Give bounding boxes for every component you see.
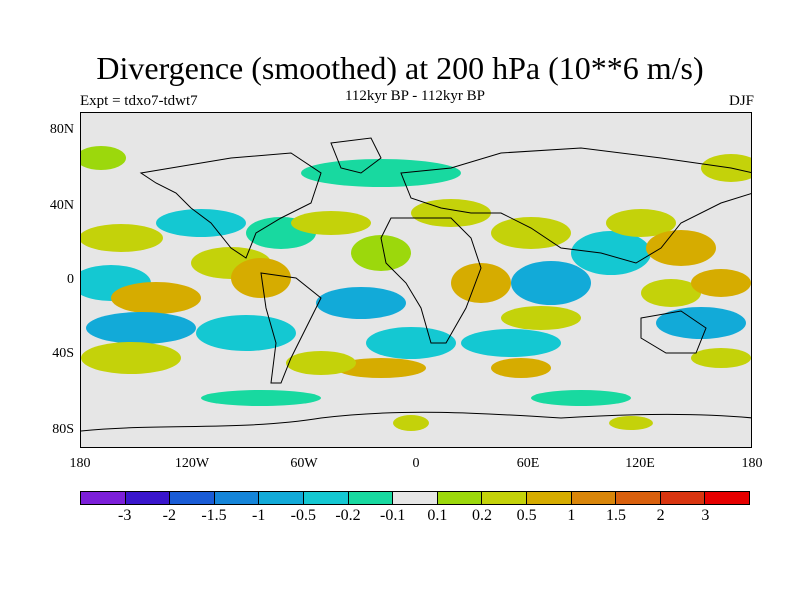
- colorbar-tick-label: -0.1: [379, 507, 406, 524]
- field-blob: [111, 282, 201, 314]
- field-blob: [301, 159, 461, 187]
- colorbar-cell: [393, 492, 438, 504]
- field-blob: [286, 351, 356, 375]
- colorbar-cell: [259, 492, 304, 504]
- lon-label-60w: 60W: [290, 456, 318, 471]
- field-blob: [491, 217, 571, 249]
- colorbar-cell: [303, 492, 349, 504]
- divergence-map: [80, 112, 752, 448]
- field-blob: [646, 230, 716, 266]
- field-blob: [231, 258, 291, 298]
- field-blob: [701, 154, 751, 182]
- field-blob: [641, 279, 701, 307]
- season-label: DJF: [728, 93, 754, 109]
- coast-africa: [380, 217, 482, 344]
- colorbar-cell: [526, 492, 572, 504]
- field-blob: [606, 209, 676, 237]
- colorbar-tick-label: 3: [701, 507, 710, 524]
- field-blob: [656, 307, 746, 339]
- lon-label-120e: 120E: [625, 456, 655, 471]
- colorbar-cell: [81, 492, 126, 504]
- colorbar-cell: [571, 492, 617, 504]
- colorbar-tick-label: 1: [567, 507, 576, 524]
- field-blob: [609, 416, 653, 430]
- lat-label-40s: 40S: [52, 346, 74, 361]
- field-blob: [201, 390, 321, 406]
- colorbar-tick-label: 1.5: [606, 507, 626, 524]
- lon-label-60e: 60E: [516, 456, 540, 471]
- field-blob: [691, 348, 751, 368]
- field-blob: [81, 146, 126, 170]
- field-blob: [81, 224, 163, 252]
- map-field: [81, 137, 751, 432]
- coast-australia: [640, 310, 707, 354]
- field-blob: [501, 306, 581, 330]
- colorbar-tick-label: 2: [656, 507, 665, 524]
- coastlines: [81, 137, 751, 432]
- field-blob: [366, 327, 456, 359]
- field-blob: [336, 358, 426, 378]
- lat-label-0: 0: [67, 272, 74, 287]
- field-blob: [451, 263, 511, 303]
- experiment-label: Expt = tdxo7-tdwt7: [80, 93, 198, 109]
- field-blob: [691, 269, 751, 297]
- colorbar-cell: [170, 492, 215, 504]
- colorbar-tick-label: 0.1: [427, 507, 448, 524]
- colorbar-tick-label: -1.5: [201, 507, 227, 524]
- colorbar-cell: [437, 492, 483, 504]
- colorbar-tick-label: -0.5: [290, 507, 316, 524]
- colorbar-tick-label: -2: [162, 507, 176, 524]
- coast-eurasia: [400, 147, 751, 264]
- colorbar-cell: [705, 492, 749, 504]
- colorbar-cell: [660, 492, 706, 504]
- colorbar-cell: [348, 492, 394, 504]
- field-blob: [393, 415, 429, 431]
- field-blob: [86, 312, 196, 344]
- colorbar-cell: [214, 492, 260, 504]
- coast-antarctica: [81, 411, 751, 432]
- colorbar-cell: [125, 492, 171, 504]
- lat-label-80s: 80S: [52, 422, 74, 437]
- field-blob: [81, 342, 181, 374]
- field-blob: [571, 231, 651, 275]
- colorbar-tick-label: 0.2: [472, 507, 492, 524]
- colorbar-cell: [616, 492, 661, 504]
- field-blob: [461, 329, 561, 357]
- chart-title: Divergence (smoothed) at 200 hPa (10**6 …: [96, 50, 704, 86]
- lon-label-120w: 120W: [174, 456, 210, 471]
- lon-label-180w: 180: [69, 456, 91, 471]
- colorbar-cell: [482, 492, 527, 504]
- field-blob: [531, 390, 631, 406]
- field-blob: [156, 209, 246, 237]
- lat-label-80n: 80N: [49, 122, 74, 137]
- colorbar-tick-label: 0.5: [516, 507, 537, 524]
- field-blob: [351, 235, 411, 271]
- field-blob: [411, 199, 491, 227]
- field-shading: [81, 146, 751, 431]
- chart-subtitle: 112kyr BP - 112kyr BP: [344, 88, 485, 104]
- colorbar: [80, 491, 750, 505]
- coast-greenland: [330, 137, 382, 174]
- field-blob: [316, 287, 406, 319]
- lat-label-40n: 40N: [49, 198, 74, 213]
- colorbar-tick-label: -0.2: [335, 507, 361, 524]
- field-blob: [491, 358, 551, 378]
- field-blob: [511, 261, 591, 305]
- field-blob: [291, 211, 371, 235]
- lon-label-0: 0: [412, 456, 420, 471]
- lon-label-180e: 180: [741, 456, 763, 471]
- coast-north-america: [139, 152, 322, 259]
- field-blob: [196, 315, 296, 351]
- colorbar-tick-label: -3: [117, 507, 132, 524]
- colorbar-tick-label: -1: [251, 507, 266, 524]
- coast-south-america: [260, 272, 322, 384]
